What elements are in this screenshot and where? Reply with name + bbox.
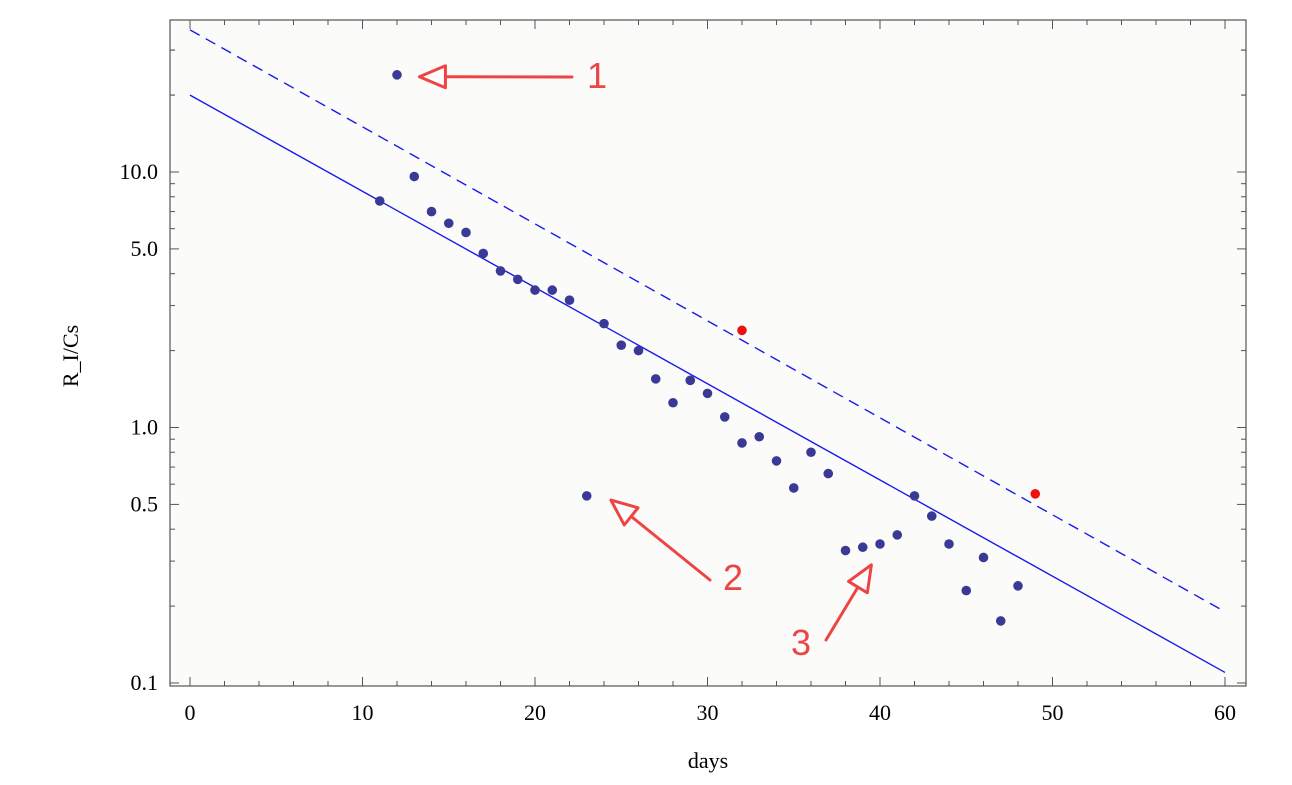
data-point	[806, 447, 816, 458]
data-point	[961, 585, 972, 596]
data-points	[374, 70, 1041, 626]
arrow-head	[417, 64, 447, 90]
data-point	[392, 70, 402, 80]
data-point	[685, 375, 696, 386]
annotation-label: 3	[791, 622, 811, 663]
fit-lines	[189, 29, 1226, 674]
data-point	[650, 374, 661, 384]
data-point	[426, 206, 437, 217]
data-point	[1013, 581, 1023, 591]
x-axis-label: days	[688, 748, 728, 773]
plot-frame	[169, 19, 1247, 687]
data-point	[875, 539, 885, 549]
tick-labels: 0 10 20 30 40 50 60 0.1 0.5 1.0 5.0 10.0	[120, 159, 1237, 725]
data-point	[581, 491, 592, 501]
data-point	[995, 616, 1006, 626]
axis-ticks	[170, 20, 1246, 686]
highlight-point	[1030, 489, 1041, 499]
data-point	[719, 412, 730, 422]
x-tick-label: 30	[697, 700, 719, 725]
data-point	[374, 196, 385, 206]
y-tick-label: 10.0	[120, 159, 159, 184]
data-point	[409, 171, 420, 182]
y-tick-label: 5.0	[131, 236, 159, 261]
data-point	[599, 318, 609, 329]
data-point	[633, 345, 644, 356]
x-tick-label: 60	[1214, 700, 1236, 725]
data-point	[702, 388, 713, 399]
data-point	[495, 266, 506, 276]
data-point	[461, 227, 471, 238]
annotation-label: 1	[587, 55, 607, 96]
data-point	[788, 483, 799, 493]
data-point	[616, 340, 627, 350]
y-axis-label: R_I/Cs	[58, 325, 83, 387]
x-tick-label: 0	[185, 700, 196, 725]
data-point	[530, 285, 540, 295]
x-tick-label: 40	[869, 700, 891, 725]
y-tick-label: 1.0	[131, 415, 159, 440]
x-tick-label: 10	[352, 700, 374, 725]
data-point	[668, 397, 678, 408]
solid-fit-line	[189, 94, 1226, 674]
data-point	[512, 274, 523, 285]
data-point	[840, 545, 851, 556]
x-tick-label: 50	[1042, 700, 1064, 725]
data-point	[857, 542, 868, 553]
plot-area	[170, 20, 1246, 686]
y-tick-label: 0.5	[131, 491, 159, 516]
x-tick-label: 20	[524, 700, 546, 725]
data-point	[443, 218, 454, 229]
arrow-shaft	[824, 585, 860, 642]
data-point	[823, 468, 834, 479]
data-point	[909, 491, 920, 501]
data-point	[926, 511, 937, 521]
arrow-shaft	[629, 514, 712, 582]
data-point	[944, 539, 954, 549]
arrow-head	[609, 498, 640, 527]
data-point	[547, 285, 558, 295]
annotations: 1 2 3	[417, 55, 873, 663]
data-point	[771, 456, 782, 466]
data-point	[754, 431, 765, 442]
annotation-label: 2	[723, 557, 743, 598]
data-point	[564, 295, 575, 305]
highlight-point	[737, 325, 747, 336]
arrow-head	[847, 563, 873, 595]
y-tick-label: 0.1	[131, 670, 159, 695]
data-point	[892, 530, 903, 540]
data-point	[978, 552, 989, 563]
data-point	[478, 248, 489, 259]
data-point	[737, 438, 747, 448]
